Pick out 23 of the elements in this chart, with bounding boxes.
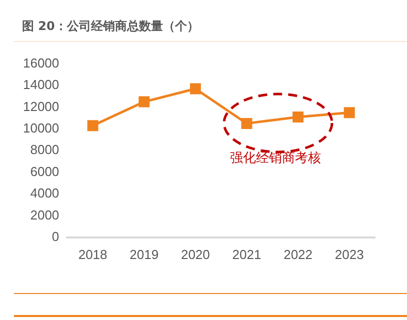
x-tick-label: 2023 xyxy=(334,246,364,262)
y-tick-label: 4000 xyxy=(30,186,60,201)
y-tick-label: 16000 xyxy=(22,55,60,70)
x-tick-label: 2022 xyxy=(284,246,312,262)
y-tick-label: 10000 xyxy=(22,120,60,136)
y-tick-label: 12000 xyxy=(22,98,60,114)
point xyxy=(87,120,98,132)
chart-title: 图 20：公司经销商总数量（个） xyxy=(22,18,199,35)
y-tick-label: 0 xyxy=(52,228,60,244)
point xyxy=(241,118,252,129)
x-tick-label: 2019 xyxy=(130,246,159,262)
y-tick-label: 8000 xyxy=(30,142,60,158)
x-tick-label: 2020 xyxy=(180,246,210,262)
point xyxy=(190,83,201,94)
annotation: 强化经销商考核 xyxy=(230,150,321,167)
y-tick-label: 14000 xyxy=(22,77,60,92)
y-tick-label: 6000 xyxy=(30,164,60,179)
point xyxy=(138,96,150,108)
y-tick-label: 2000 xyxy=(30,207,60,222)
point xyxy=(344,107,355,118)
point xyxy=(292,111,304,122)
x-tick-label: 2021 xyxy=(232,246,262,262)
x-tick-label: 2018 xyxy=(78,246,108,262)
